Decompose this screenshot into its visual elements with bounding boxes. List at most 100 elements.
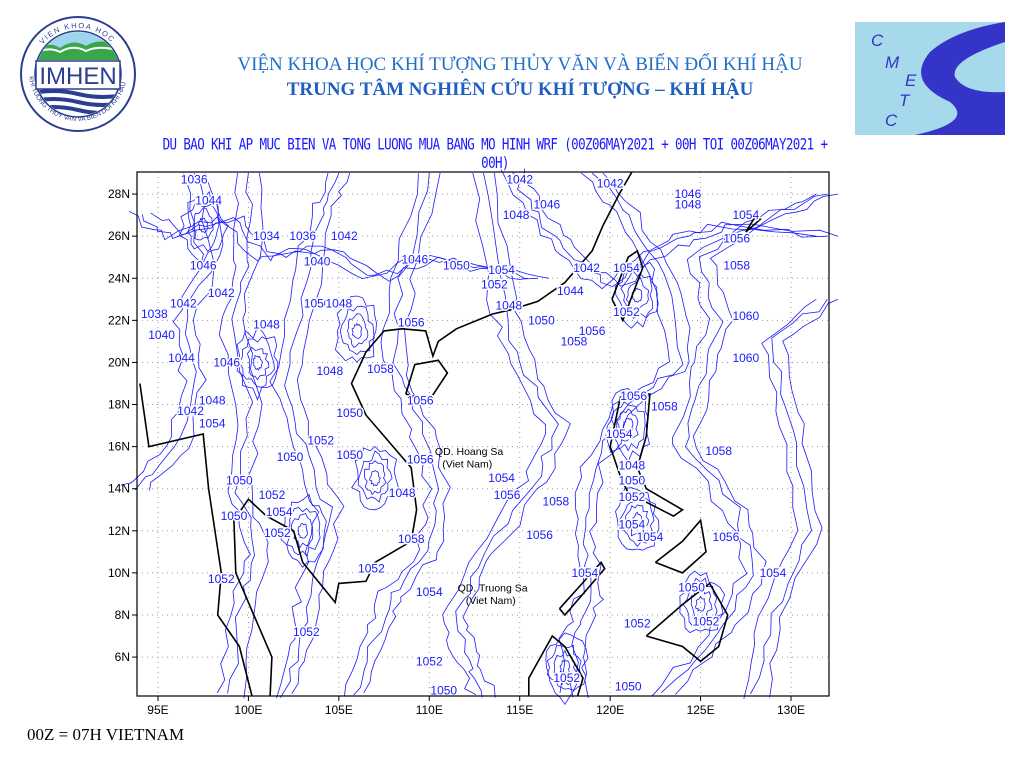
contour-cell (280, 493, 327, 568)
contour-label: 1056 (407, 393, 434, 407)
coastline (645, 582, 729, 663)
contour-cell (545, 632, 589, 706)
contour-label: 1054 (199, 416, 226, 430)
contour-line (344, 173, 433, 697)
contour-label: 1042 (573, 261, 600, 275)
contour-label: 1060 (732, 309, 759, 323)
tick-label-lat: 24N (108, 271, 130, 285)
contour-line (291, 172, 351, 695)
contour-cell (236, 326, 279, 401)
contour-label: 1056 (494, 488, 521, 502)
contour-label: 1042 (331, 229, 358, 243)
contour-label: 1034 (253, 229, 280, 243)
contour-line (363, 173, 451, 693)
contour-cell (369, 470, 381, 487)
contour-label: 1050 (226, 473, 253, 487)
contour-cell (625, 276, 650, 311)
contour-cell (363, 460, 387, 496)
contour-label: 1050 (336, 406, 363, 420)
contour-label: 1052 (613, 305, 640, 319)
contour-label: 1038 (141, 307, 168, 321)
contour-label: 1058 (705, 444, 732, 458)
contour-cell (286, 507, 321, 558)
contour-label: 1058 (367, 362, 394, 376)
contour-line (353, 173, 440, 696)
map-frame (136, 171, 830, 697)
contour-label: 1048 (503, 208, 530, 222)
coastlines (139, 171, 762, 697)
contour-line (280, 172, 340, 698)
tick-label-lon: 130E (777, 703, 805, 717)
contour-cell (357, 450, 393, 503)
contour-label: 1050 (528, 313, 555, 327)
tick-label-lon: 100E (234, 703, 262, 717)
tick-label-lat: 22N (108, 313, 130, 327)
contour-cell (246, 346, 270, 381)
tick-label-lat: 14N (108, 482, 130, 496)
contour-cell (346, 313, 369, 348)
contour-cell (334, 295, 377, 363)
coastline (558, 561, 606, 617)
contour-label: 1052 (264, 526, 291, 540)
contour-line (661, 193, 828, 693)
contour-line (558, 172, 670, 693)
tick-label-lat: 6N (115, 650, 130, 664)
center-name: TRUNG TÂM NGHIÊN CỨU KHÍ TƯỢNG – KHÍ HẬU (286, 79, 754, 100)
contour-cell (625, 504, 650, 537)
contour-label: 1054 (416, 585, 443, 599)
contour-label: 1056 (579, 324, 606, 338)
coastline (609, 393, 684, 518)
contour-label: 1050 (615, 680, 642, 694)
contour-cell (351, 322, 363, 340)
contour-line (500, 169, 817, 290)
contour-label: 1056 (398, 315, 425, 329)
contour-cell (695, 595, 706, 612)
contour-label: 1054 (760, 566, 787, 580)
contour-line (522, 168, 839, 287)
contour-label: 1060 (732, 351, 759, 365)
contour-label: 1042 (208, 286, 235, 300)
svg-text:C: C (871, 31, 884, 50)
contour-label: 1050 (277, 450, 304, 464)
contour-label: 1040 (304, 254, 331, 268)
contour-label: 1056 (723, 231, 750, 245)
contour-cell (632, 511, 643, 529)
tick-label-lon: 115E (506, 703, 533, 717)
contour-label: 1052 (208, 572, 235, 586)
contour-label: 1056 (407, 452, 434, 466)
contour-label: 1050 (430, 684, 457, 698)
contour-label: 1050 (443, 259, 470, 273)
svg-text:C: C (885, 111, 898, 130)
place-label: (Viet Nam) (442, 458, 492, 470)
contour-label: 1042 (177, 404, 204, 418)
coastline (139, 383, 253, 697)
contour-label: 1054 (606, 427, 633, 441)
contour-label: 1048 (675, 198, 702, 212)
contour-cell (622, 418, 634, 434)
pressure-contours (120, 168, 839, 706)
contour-cell (197, 217, 209, 233)
place-label: (Viet Nam) (466, 595, 516, 607)
tick-label-lat: 28N (108, 187, 130, 201)
contour-line (149, 172, 224, 491)
tick-label-lat: 12N (108, 524, 130, 538)
tick-label-lat: 20N (108, 355, 130, 369)
contour-label: 1042 (170, 297, 197, 311)
contour-label: 1048 (619, 459, 646, 473)
contour-cell (690, 587, 713, 621)
contour-line (743, 298, 817, 699)
contour-label: 1052 (416, 654, 443, 668)
contour-label: 1048 (389, 486, 416, 500)
tick-label-lat: 8N (115, 608, 130, 622)
tick-label-lon: 95E (147, 703, 168, 717)
contour-label: 1048 (325, 297, 352, 311)
contour-cell (620, 269, 654, 319)
coastline (611, 249, 644, 323)
contour-label: 1054 (571, 566, 598, 580)
contour-label: 1052 (481, 278, 508, 292)
contour-label: 1058 (723, 259, 750, 273)
contour-label: 1050 (678, 581, 705, 595)
contour-line (216, 173, 251, 694)
